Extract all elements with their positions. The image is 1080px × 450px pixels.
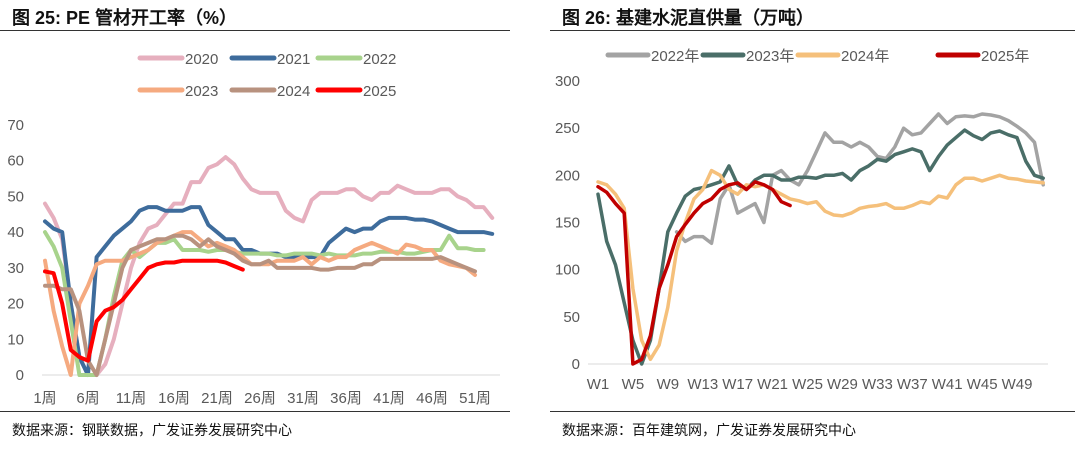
- x-tick-label: W33: [862, 376, 893, 393]
- y-tick-label: 150: [555, 215, 580, 232]
- series-line-2025年: [596, 180, 792, 366]
- title-divider: [550, 30, 1075, 31]
- legend-label: 2023年: [746, 48, 794, 65]
- y-tick-label: 70: [7, 117, 24, 134]
- y-tick-label: 50: [7, 188, 24, 205]
- y-tick-label: 200: [555, 167, 580, 184]
- x-tick-label: W5: [622, 376, 645, 393]
- y-tick-label: 250: [555, 120, 580, 137]
- legend-label: 2021: [277, 51, 310, 68]
- x-tick-label: W29: [827, 376, 858, 393]
- legend-label: 2023: [185, 83, 218, 100]
- x-tick-label: 26周: [244, 390, 276, 407]
- x-tick-label: W9: [657, 376, 680, 393]
- chart-title: 图 25: PE 管材开工率（%）: [12, 8, 238, 28]
- chart-panel-pe-pipe: 图 25: PE 管材开工率（%） 0 10 20 30 40 50 60 70 1周 6周 11周…: [0, 0, 510, 450]
- title-divider: [0, 30, 510, 31]
- x-tick-label: 46周: [416, 390, 448, 407]
- x-tick-label: 36周: [330, 390, 362, 407]
- x-tick-label: W1: [587, 376, 610, 393]
- series-line-2024年: [596, 168, 1045, 362]
- x-tick-label: 6周: [76, 390, 99, 407]
- series-line-2022年: [674, 112, 1045, 246]
- x-tick-label: 11周: [116, 390, 147, 407]
- series-line-2025: [43, 258, 245, 363]
- x-tick-label: W45: [967, 376, 998, 393]
- source-note: 数据来源：钢联数据，广发证券发展研究中心: [12, 423, 292, 439]
- chart-panel-cement: 图 26: 基建水泥直供量（万吨） 0 50 100 150 200 250 300 W1 W5…: [550, 0, 1075, 450]
- x-tick-label: 31周: [287, 390, 319, 407]
- x-tick-label: W25: [792, 376, 823, 393]
- y-tick-label: 300: [555, 73, 580, 90]
- series-line-2020: [43, 155, 495, 377]
- x-tick-label: 21周: [201, 390, 233, 407]
- legend-label: 2020: [185, 51, 218, 68]
- x-tick-label: W17: [722, 376, 753, 393]
- series-line-2023年: [596, 128, 1045, 366]
- x-tick-label: W13: [687, 376, 718, 393]
- x-tick-label: W21: [757, 376, 788, 393]
- x-tick-label: 41周: [373, 390, 405, 407]
- series-line-2024: [43, 233, 477, 377]
- x-tick-label: W37: [897, 376, 928, 393]
- x-tick-label: 1周: [33, 390, 56, 407]
- chart-svg: 0 10 20 30 40 50 60 70 1周 6周 11周 16周 21周 26周 31周 36周 41周…: [7, 51, 500, 407]
- y-tick-label: 0: [572, 356, 580, 373]
- y-tick-label: 100: [555, 262, 580, 279]
- x-tick-label: 16周: [158, 390, 190, 407]
- y-tick-label: 60: [7, 153, 24, 170]
- y-tick-label: 30: [7, 260, 24, 277]
- y-tick-label: 40: [7, 224, 24, 241]
- x-tick-label: W41: [932, 376, 963, 393]
- y-tick-label: 20: [7, 296, 24, 313]
- y-tick-label: 10: [7, 331, 24, 348]
- legend-label: 2022年: [651, 48, 699, 65]
- source-divider: [0, 411, 510, 412]
- source-divider: [550, 411, 1075, 412]
- legend-label: 2024年: [841, 48, 889, 65]
- source-note: 数据来源：百年建筑网，广发证券发展研究中心: [562, 423, 856, 439]
- legend-label: 2024: [277, 83, 310, 100]
- legend-label: 2022: [363, 51, 396, 68]
- y-tick-label: 0: [16, 367, 24, 384]
- x-tick-label: W49: [1002, 376, 1033, 393]
- legend-label: 2025年: [981, 48, 1029, 65]
- chart-title: 图 26: 基建水泥直供量（万吨）: [562, 8, 815, 28]
- legend-label: 2025: [363, 83, 396, 100]
- y-tick-label: 50: [563, 309, 580, 326]
- x-tick-label: 51周: [459, 390, 491, 407]
